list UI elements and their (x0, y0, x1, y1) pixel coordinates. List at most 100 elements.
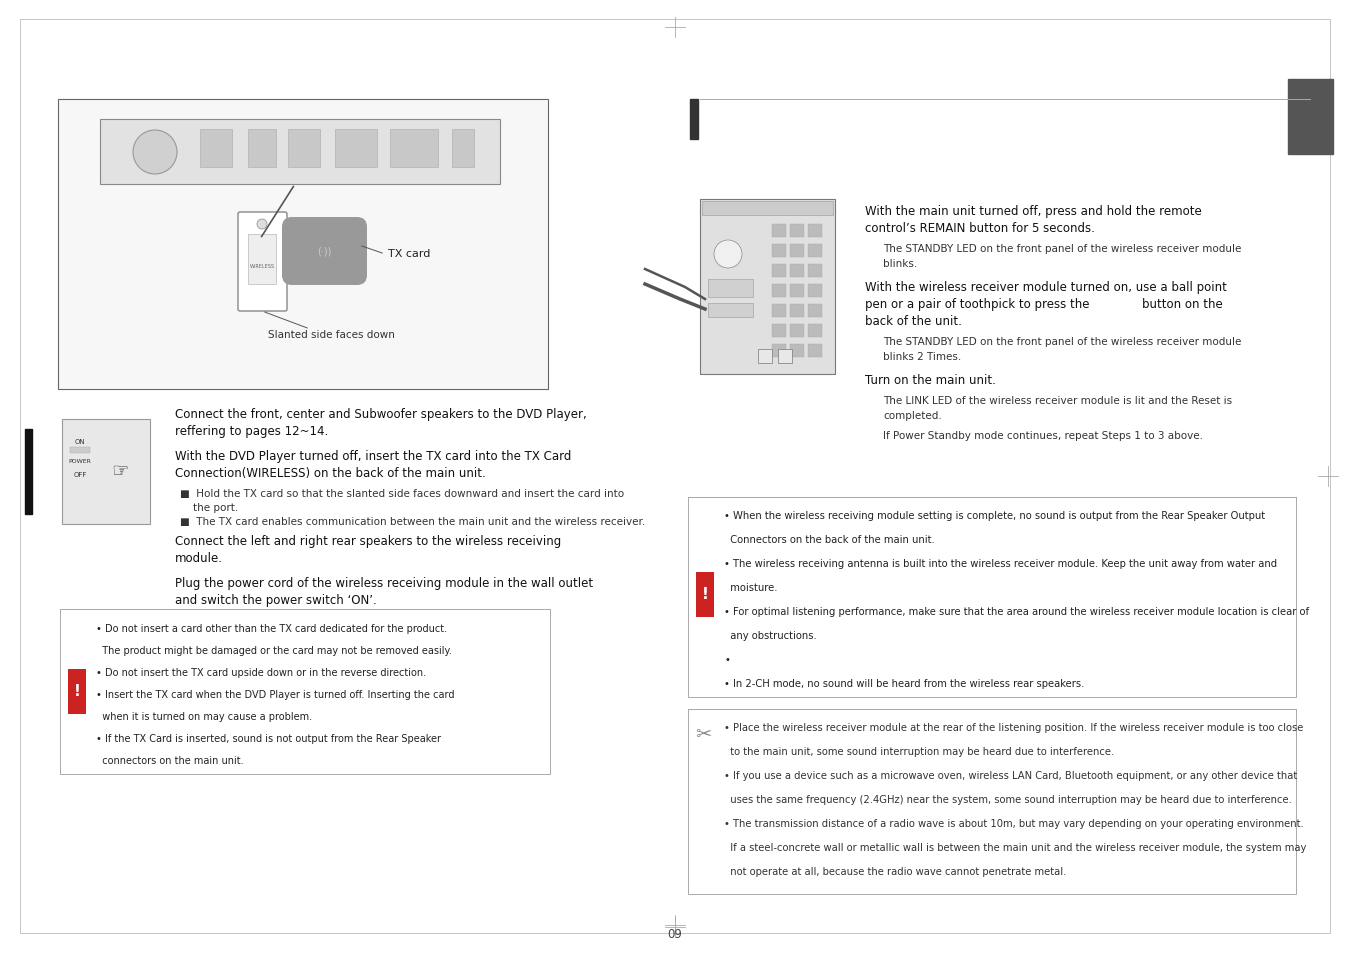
Bar (809, 285, 822, 297)
Text: control’s REMAIN button for 5 seconds.: control’s REMAIN button for 5 seconds. (865, 222, 1095, 234)
FancyBboxPatch shape (238, 213, 288, 312)
Bar (790, 245, 805, 257)
Text: Turn on the main unit.: Turn on the main unit. (865, 374, 996, 387)
Bar (790, 225, 805, 237)
Text: 09: 09 (667, 927, 683, 941)
Text: • In 2-CH mode, no sound will be heard from the wireless rear speakers.: • In 2-CH mode, no sound will be heard f… (724, 679, 1084, 688)
Text: Plug the power cord of the wireless receiving module in the wall outlet: Plug the power cord of the wireless rece… (176, 577, 593, 589)
Text: not operate at all, because the radio wave cannot penetrate metal.: not operate at all, because the radio wa… (724, 866, 1066, 876)
Text: • The transmission distance of a radio wave is about 10m, but may vary depending: • The transmission distance of a radio w… (724, 818, 1304, 828)
Bar (688, 497, 1296, 698)
Text: back of the unit.: back of the unit. (865, 314, 961, 328)
Text: (·)): (·)) (317, 247, 331, 256)
Bar (248, 130, 275, 168)
Text: The STANDBY LED on the front panel of the wireless receiver module: The STANDBY LED on the front panel of th… (883, 244, 1242, 253)
Text: • Do not insert the TX card upside down or in the reverse direction.: • Do not insert the TX card upside down … (96, 667, 427, 678)
Text: •: • (724, 655, 730, 664)
Circle shape (256, 220, 267, 230)
Text: module.: module. (176, 552, 223, 564)
Text: moisture.: moisture. (724, 582, 778, 593)
Bar (702, 202, 833, 215)
Bar (335, 130, 377, 168)
Bar (248, 234, 275, 285)
Bar (772, 345, 786, 357)
Bar (697, 573, 714, 618)
Bar (790, 325, 805, 337)
Bar (100, 120, 499, 185)
Text: blinks 2 Times.: blinks 2 Times. (883, 352, 961, 361)
Text: With the main unit turned off, press and hold the remote: With the main unit turned off, press and… (865, 205, 1202, 218)
Text: Connectors on the back of the main unit.: Connectors on the back of the main unit. (724, 535, 934, 544)
Bar (790, 305, 805, 317)
Bar (59, 609, 549, 774)
Bar (772, 285, 786, 297)
Text: ON: ON (74, 438, 85, 444)
Text: !: ! (73, 684, 81, 699)
Text: any obstructions.: any obstructions. (724, 630, 817, 640)
Text: !: ! (702, 587, 709, 602)
Bar (772, 265, 786, 277)
Text: the port.: the port. (193, 502, 238, 513)
Text: • Do not insert a card other than the TX card dedicated for the product.: • Do not insert a card other than the TX… (96, 623, 447, 634)
Text: • If the TX Card is inserted, sound is not output from the Rear Speaker: • If the TX Card is inserted, sound is n… (96, 733, 441, 743)
Bar (690, 100, 698, 140)
Circle shape (714, 241, 743, 269)
Text: The STANDBY LED on the front panel of the wireless receiver module: The STANDBY LED on the front panel of th… (883, 336, 1242, 347)
Bar (778, 350, 792, 364)
Bar (809, 345, 822, 357)
Text: and switch the power switch ‘ON’.: and switch the power switch ‘ON’. (176, 594, 377, 606)
Text: • When the wireless receiving module setting is complete, no sound is output fro: • When the wireless receiving module set… (724, 511, 1265, 520)
Bar (772, 325, 786, 337)
Text: • If you use a device such as a microwave oven, wireless LAN Card, Bluetooth equ: • If you use a device such as a microwav… (724, 770, 1297, 781)
Text: With the DVD Player turned off, insert the TX card into the TX Card: With the DVD Player turned off, insert t… (176, 450, 571, 462)
Bar (790, 345, 805, 357)
Text: reffering to pages 12~14.: reffering to pages 12~14. (176, 424, 328, 437)
Text: If a steel-concrete wall or metallic wall is between the main unit and the wirel: If a steel-concrete wall or metallic wal… (724, 842, 1307, 852)
Text: The product might be damaged or the card may not be removed easily.: The product might be damaged or the card… (96, 645, 452, 656)
Circle shape (134, 131, 177, 174)
Bar (809, 245, 822, 257)
Bar (68, 669, 86, 714)
Bar (1288, 80, 1332, 154)
Text: • Insert the TX card when the DVD Player is turned off. Inserting the card: • Insert the TX card when the DVD Player… (96, 689, 455, 700)
Bar (707, 304, 753, 317)
Text: If Power Standby mode continues, repeat Steps 1 to 3 above.: If Power Standby mode continues, repeat … (883, 431, 1203, 440)
Bar (707, 280, 753, 297)
Bar (809, 225, 822, 237)
Bar (26, 430, 32, 515)
Bar (772, 245, 786, 257)
Bar (70, 448, 90, 454)
Bar (790, 285, 805, 297)
Text: The LINK LED of the wireless receiver module is lit and the Reset is: The LINK LED of the wireless receiver mo… (883, 395, 1233, 406)
Text: POWER: POWER (69, 459, 92, 464)
Text: With the wireless receiver module turned on, use a ball point: With the wireless receiver module turned… (865, 281, 1227, 294)
Text: Connection(WIRELESS) on the back of the main unit.: Connection(WIRELESS) on the back of the … (176, 467, 486, 479)
Text: to the main unit, some sound interruption may be heard due to interference.: to the main unit, some sound interruptio… (724, 746, 1114, 757)
Bar (757, 350, 772, 364)
Bar (288, 130, 320, 168)
Text: pen or a pair of toothpick to press the              button on the: pen or a pair of toothpick to press the … (865, 297, 1223, 311)
Bar (62, 419, 150, 524)
Bar (58, 100, 548, 390)
Bar (200, 130, 232, 168)
Text: when it is turned on may cause a problem.: when it is turned on may cause a problem… (96, 711, 312, 721)
Bar (452, 130, 474, 168)
Text: • The wireless receiving antenna is built into the wireless receiver module. Kee: • The wireless receiving antenna is buil… (724, 558, 1277, 568)
Bar (772, 305, 786, 317)
Text: blinks.: blinks. (883, 258, 917, 269)
FancyBboxPatch shape (282, 218, 367, 286)
Bar (809, 325, 822, 337)
Bar (809, 265, 822, 277)
Bar (772, 225, 786, 237)
Text: ■  The TX card enables communication between the main unit and the wireless rece: ■ The TX card enables communication betw… (180, 517, 645, 526)
Bar (701, 200, 836, 375)
Text: TX card: TX card (387, 249, 431, 258)
Text: uses the same frequency (2.4GHz) near the system, some sound interruption may be: uses the same frequency (2.4GHz) near th… (724, 794, 1292, 804)
Bar (390, 130, 437, 168)
Text: • Place the wireless receiver module at the rear of the listening position. If t: • Place the wireless receiver module at … (724, 722, 1303, 732)
Text: OFF: OFF (73, 472, 86, 477)
Text: Connect the front, center and Subwoofer speakers to the DVD Player,: Connect the front, center and Subwoofer … (176, 408, 587, 420)
Text: connectors on the main unit.: connectors on the main unit. (96, 755, 243, 765)
Bar (688, 709, 1296, 894)
Text: Connect the left and right rear speakers to the wireless receiving: Connect the left and right rear speakers… (176, 535, 562, 547)
